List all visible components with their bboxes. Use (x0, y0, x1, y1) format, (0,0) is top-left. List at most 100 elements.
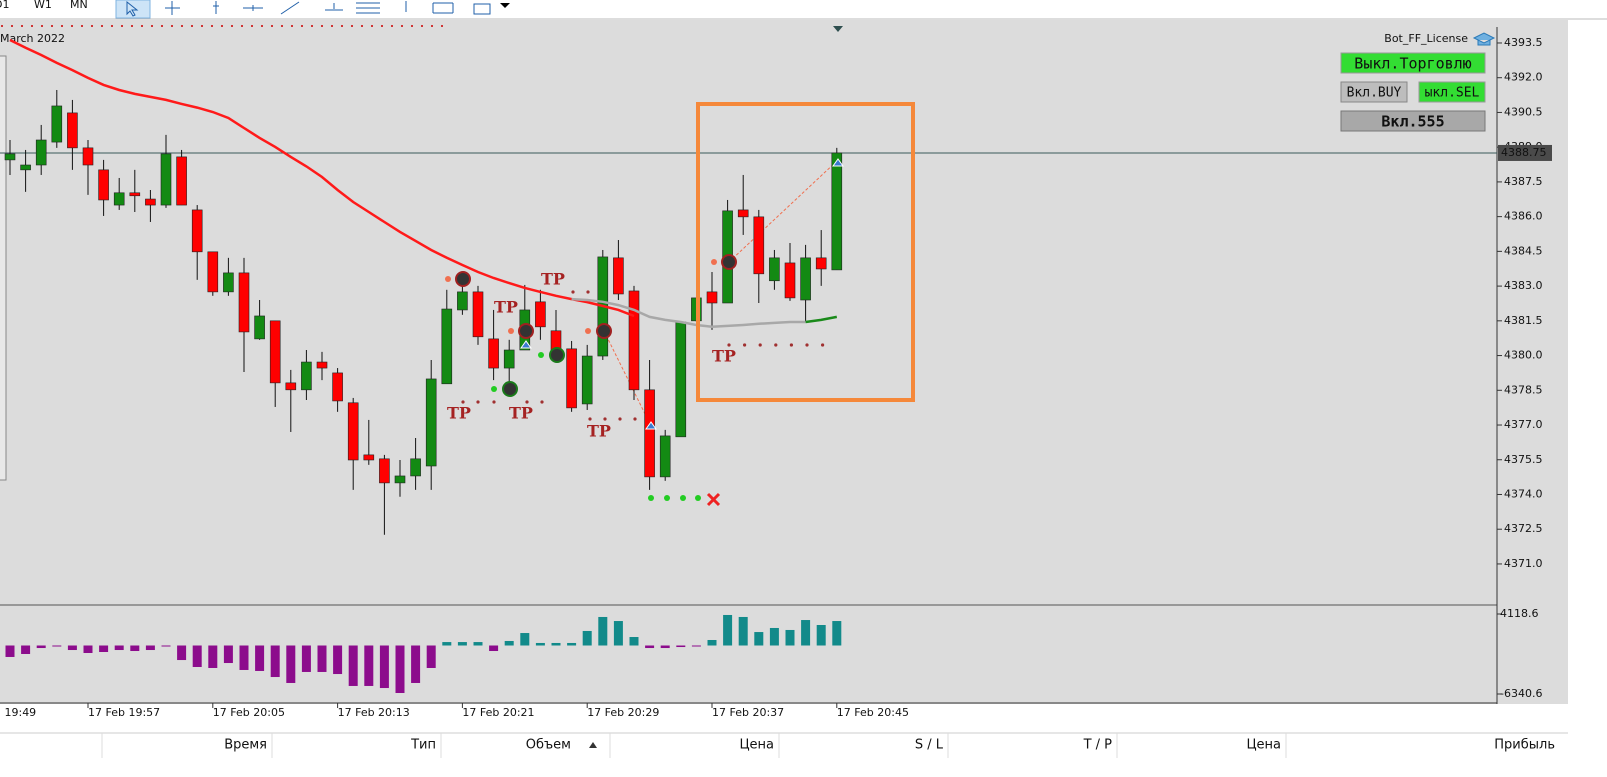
candle-body (581, 355, 593, 405)
level-dot (21, 25, 23, 27)
button-label: ыкл.SEL (1425, 86, 1480, 101)
candle-body (457, 291, 468, 311)
signal-dot (743, 343, 747, 347)
y-tick-label: 4386.0 (1504, 210, 1543, 223)
signal-dot (727, 343, 731, 347)
histogram-bar (411, 645, 421, 683)
level-dot (411, 25, 413, 27)
histogram-bar (801, 620, 811, 646)
candle-body (488, 338, 499, 369)
histogram-bar (379, 645, 389, 689)
y-tick-label: 4378.5 (1504, 383, 1543, 396)
level-dot (271, 25, 273, 27)
level-dot (311, 25, 313, 27)
expert-icon (1472, 32, 1496, 46)
level-dot (141, 25, 143, 27)
signal-dot (805, 343, 809, 347)
column-header[interactable]: Цена (739, 738, 774, 753)
level-dot (381, 25, 383, 27)
candle-body (737, 209, 749, 218)
histogram-bar (145, 645, 155, 651)
column-header[interactable]: Тип (410, 738, 436, 753)
histogram-bar (645, 645, 655, 649)
histogram-bar (473, 642, 483, 646)
histogram-bar (707, 639, 717, 646)
candle-body (800, 257, 811, 301)
period-button[interactable]: W1 (34, 0, 52, 11)
histogram-bar (457, 642, 467, 646)
signal-dot (571, 290, 575, 294)
column-header[interactable]: T / P (1083, 738, 1113, 753)
y-tick-label: 4372.5 (1504, 522, 1543, 535)
level-dot (231, 25, 233, 27)
signal-dot (538, 352, 544, 358)
column-header[interactable]: Прибыль (1494, 738, 1555, 753)
period-button[interactable]: D1 (0, 0, 9, 11)
555-button[interactable] (1340, 110, 1486, 132)
button-label: Вкл.555 (1381, 113, 1444, 131)
histogram-bar (348, 645, 358, 686)
level-dot (111, 25, 113, 27)
candle-body (441, 308, 453, 385)
tp-label: TP (587, 422, 611, 441)
candle-body (82, 147, 94, 166)
column-header[interactable]: S / L (915, 738, 944, 753)
histogram-bar (754, 632, 764, 646)
candle-body (129, 192, 141, 197)
y-tick-label: 4390.5 (1504, 105, 1543, 118)
histogram-bar (785, 629, 795, 646)
level-dot (441, 25, 443, 27)
column-header[interactable]: Время (224, 738, 267, 753)
moving-average (571, 297, 806, 329)
candle-body (784, 262, 796, 299)
level-dot (31, 25, 33, 27)
candle-body (347, 402, 359, 461)
histogram-bar (364, 645, 374, 686)
histogram-bar (582, 630, 592, 646)
signal-dot (585, 328, 591, 334)
table-header (0, 733, 1568, 758)
candle-body (269, 320, 281, 384)
highlight-box (696, 102, 915, 402)
level-dot (211, 25, 213, 27)
histogram-bar (255, 645, 265, 671)
level-dot (161, 25, 163, 27)
price-label-bg (1498, 144, 1552, 161)
histogram-bar (567, 642, 577, 646)
cursor-icon (126, 0, 139, 17)
signal-dot (525, 400, 529, 404)
period-button[interactable]: MN (70, 0, 88, 11)
level-dot (91, 25, 93, 27)
level-dot (101, 25, 103, 27)
signal-dot (588, 417, 592, 421)
column-header[interactable]: Цена (1246, 738, 1281, 753)
entry-arrow (645, 421, 657, 430)
column-header[interactable]: Объем (526, 738, 571, 753)
y-tick-label: 4377.0 (1504, 418, 1543, 431)
trade-signal (549, 347, 565, 363)
y-tick-label: 4374.0 (1504, 487, 1543, 500)
histogram-bar (301, 645, 311, 672)
signal-dot (695, 495, 701, 501)
level-dot (221, 25, 223, 27)
sell-button[interactable] (1418, 81, 1486, 103)
histogram-bar (395, 645, 405, 694)
candle-body (20, 164, 31, 171)
dropdown-arrow[interactable] (500, 3, 510, 8)
candle-body (332, 372, 343, 402)
histogram-bar (769, 627, 779, 646)
buy-button[interactable] (1340, 81, 1408, 103)
candle-body (113, 192, 125, 206)
cursor-button[interactable] (115, 0, 151, 19)
candle-body (238, 272, 250, 333)
trade-toggle-button[interactable] (1340, 52, 1486, 74)
candle-body (223, 272, 234, 293)
moving-average (805, 315, 838, 324)
candle-body (160, 153, 172, 206)
level-dot (71, 25, 73, 27)
y-tick-label: 4375.5 (1504, 453, 1543, 466)
histogram-bar (99, 645, 109, 653)
histogram-bar (286, 645, 296, 683)
histogram-bar (629, 637, 639, 646)
